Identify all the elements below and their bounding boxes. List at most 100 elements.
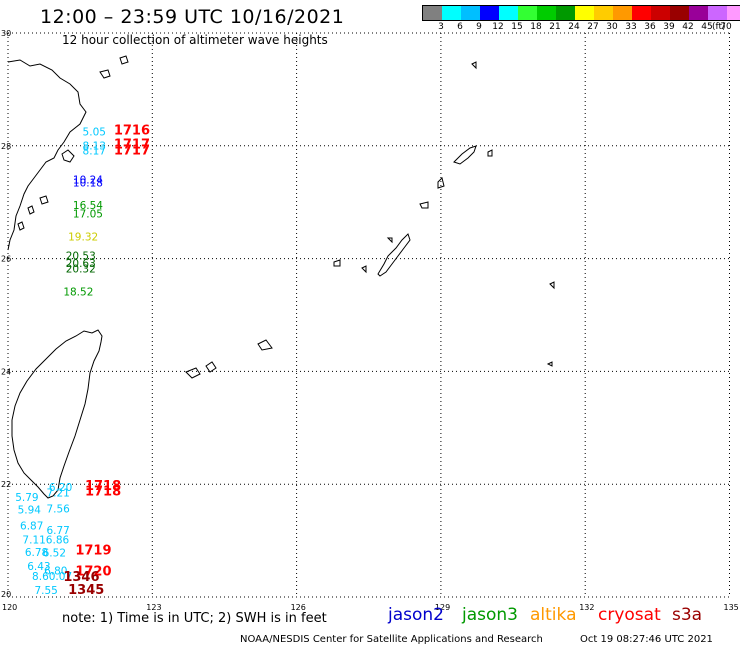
pass-time-label: 1346 xyxy=(63,570,99,585)
footer-timestamp: Oct 19 08:27:46 UTC 2021 xyxy=(580,634,713,645)
color-scale-label: 12 xyxy=(492,22,504,32)
wave-height-value: 5.79 xyxy=(15,492,38,504)
axis-labels: 120 123 126 129 132 135 20 22 24 26 28 30 xyxy=(1,29,739,612)
satellite-legend-item: jason2 xyxy=(388,605,444,625)
longitude-label: 135 xyxy=(724,603,739,612)
longitude-label: 132 xyxy=(579,603,594,612)
wave-height-value: 5.94 xyxy=(18,505,42,517)
pass-time-label: 1720 xyxy=(75,565,111,580)
color-scale-label: 24 xyxy=(568,22,580,32)
wave-height-value: 20.63 xyxy=(66,258,96,270)
color-scale-swatch xyxy=(480,6,499,20)
longitude-label: 120 xyxy=(2,603,17,612)
wave-height-value: 6.43 xyxy=(27,561,50,573)
color-scale-unit: (ft) xyxy=(712,22,726,32)
pass-time-label: 1717 xyxy=(114,143,150,158)
satellite-legend-item: jason3 xyxy=(462,605,518,625)
wave-height-value: 19.32 xyxy=(68,232,98,244)
china-coastline xyxy=(7,59,87,251)
wave-height-value: 6.77 xyxy=(46,525,69,537)
latitude-label: 22 xyxy=(1,480,11,489)
wave-height-value: 10.24 xyxy=(73,175,103,187)
color-scale-label: 27 xyxy=(587,22,599,32)
wave-height-value: 16.54 xyxy=(73,200,103,212)
wave-height-value: 20.32 xyxy=(66,264,96,276)
latitude-label: 26 xyxy=(1,255,11,264)
footer-organization: NOAA/NESDIS Center for Satellite Applica… xyxy=(240,634,543,645)
wave-height-value: 20.53 xyxy=(66,251,96,263)
color-scale-label: 36 xyxy=(644,22,656,32)
color-scale-label: 39 xyxy=(663,22,675,32)
color-scale-swatch xyxy=(670,6,689,20)
latitude-label: 30 xyxy=(1,29,11,38)
pass-time-label: 1717 xyxy=(114,138,150,153)
color-scale-swatch xyxy=(499,6,518,20)
pass-time-label: 1345 xyxy=(68,583,104,598)
color-scale-label: 6 xyxy=(457,22,463,32)
color-scale-label: 9 xyxy=(476,22,482,32)
wave-height-value: 7.56 xyxy=(46,503,70,515)
color-scale-label: 21 xyxy=(549,22,561,32)
units-note: note: 1) Time is in UTC; 2) SWH is in fe… xyxy=(62,611,327,626)
color-scale-swatch xyxy=(727,6,740,20)
wave-height-value: 6.87 xyxy=(20,520,43,532)
color-scale-swatch xyxy=(708,6,727,20)
wave-height-value: 6.52 xyxy=(43,547,66,559)
wave-height-value: 18.52 xyxy=(63,286,93,298)
color-scale-swatch xyxy=(632,6,651,20)
taiwan-coastline xyxy=(11,329,103,499)
color-scale-label: 70 xyxy=(720,22,732,32)
wave-height-value: 17.05 xyxy=(73,208,103,220)
wave-height-value: 8.60.07 xyxy=(32,571,72,583)
okinawa-island xyxy=(377,233,411,277)
satellite-legend-item: s3a xyxy=(672,605,703,625)
wave-height-value: 5.05 xyxy=(83,127,106,139)
wave-height-color-scale xyxy=(422,5,740,21)
color-scale-label: 18 xyxy=(530,22,542,32)
color-scale-swatch xyxy=(651,6,670,20)
wave-height-value: 6.78 xyxy=(25,547,48,559)
amami-island xyxy=(453,145,477,165)
color-scale-swatch xyxy=(594,6,613,20)
pass-time-label: 1719 xyxy=(75,544,111,559)
color-scale-swatch xyxy=(556,6,575,20)
longitude-label: 129 xyxy=(435,603,450,612)
wave-height-value: 7.116.86 xyxy=(22,534,69,546)
pass-time-label: 1716 xyxy=(114,124,150,139)
color-scale-label: 33 xyxy=(625,22,637,32)
pass-time-label: 1718 xyxy=(85,479,121,494)
color-scale-swatch xyxy=(423,6,442,20)
map-title: 12:00 – 23:59 UTC 10/16/2021 xyxy=(40,6,345,28)
map-subtitle: 12 hour collection of altimeter wave hei… xyxy=(62,33,328,47)
longitude-label: 123 xyxy=(146,603,161,612)
longitude-label: 126 xyxy=(291,603,306,612)
color-scale-swatch xyxy=(689,6,708,20)
wave-height-value: 6.20 xyxy=(49,482,72,494)
color-scale-swatch xyxy=(518,6,537,20)
color-scale-label: 45 xyxy=(701,22,713,32)
wave-height-value: 6.80 xyxy=(44,565,67,577)
color-scale-label: 3 xyxy=(438,22,444,32)
latitude-label: 24 xyxy=(1,367,11,376)
color-scale-swatch xyxy=(575,6,594,20)
wave-height-value: 7.21 xyxy=(46,488,69,500)
latitude-label: 20 xyxy=(1,590,11,599)
color-scale-swatch xyxy=(461,6,480,20)
color-scale-swatch xyxy=(613,6,632,20)
satellite-legend-item: altika xyxy=(530,605,577,625)
wave-height-value: 10.18 xyxy=(73,177,103,189)
pass-time-label: 1718 xyxy=(85,484,121,499)
wave-height-value: 7.55 xyxy=(34,585,57,597)
latitude-label: 28 xyxy=(1,142,11,151)
color-scale-label: 30 xyxy=(606,22,618,32)
lat-lon-grid xyxy=(7,32,730,598)
satellite-legend-item: cryosat xyxy=(598,605,661,625)
color-scale-swatch xyxy=(537,6,556,20)
color-scale-label: 15 xyxy=(511,22,523,32)
color-scale-swatch xyxy=(442,6,461,20)
coastlines xyxy=(7,55,555,499)
color-scale-label: 42 xyxy=(682,22,694,32)
